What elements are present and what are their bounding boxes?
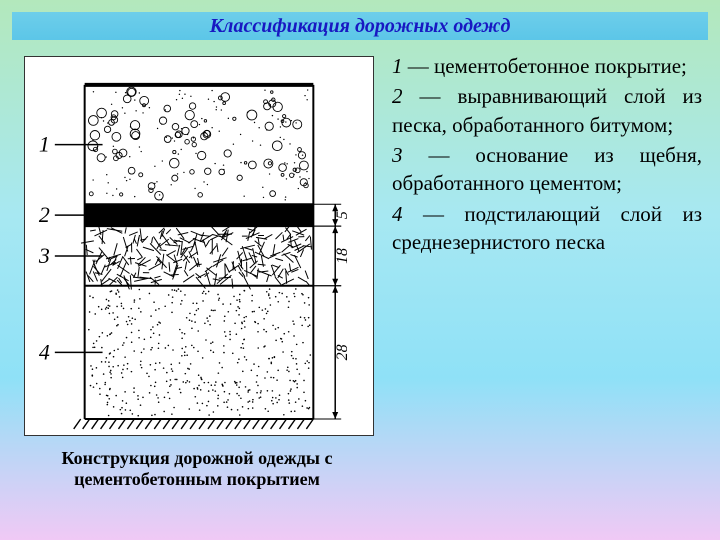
header-bar: Классификация дорожных одежд: [12, 12, 708, 40]
svg-text:2: 2: [39, 203, 50, 227]
legend-item-text: — выравнивающий слой из песка, обработан…: [392, 84, 702, 136]
legend-item: 1 — цементобетонное покрытие;: [392, 52, 702, 80]
svg-text:3: 3: [38, 244, 50, 268]
svg-text:4: 4: [39, 340, 50, 364]
legend-item: 3 — основание из щебня, обработанного це…: [392, 141, 702, 198]
svg-text:28: 28: [334, 344, 351, 360]
svg-text:18: 18: [334, 248, 351, 264]
svg-text:5: 5: [334, 211, 351, 219]
svg-text:1: 1: [39, 133, 50, 157]
legend-item-number: 1: [392, 54, 408, 78]
legend-item-number: 2: [392, 84, 419, 108]
legend-item-number: 4: [392, 202, 423, 226]
legend-item-number: 3: [392, 143, 428, 167]
legend-item-text: — цементобетонное покрытие;: [408, 54, 687, 78]
page-title: Классификация дорожных одежд: [210, 15, 511, 38]
legend-item-text: — подстилающий слой из среднезернистого …: [392, 202, 702, 254]
legend-item-text: — основание из щебня, обработанного цеме…: [392, 143, 702, 195]
diagram-figure: 1 2 5 3 18 4 28: [24, 56, 374, 436]
legend-item: 2 — выравнивающий слой из песка, обработ…: [392, 82, 702, 139]
diagram-svg: 1 2 5 3 18 4 28: [25, 57, 373, 435]
legend-item: 4 — подстилающий слой из среднезернистог…: [392, 200, 702, 257]
figure-caption: Конструкция дорожной одежды с цементобет…: [12, 448, 382, 489]
legend: 1 — цементобетонное покрытие;2 — выравни…: [392, 52, 702, 258]
